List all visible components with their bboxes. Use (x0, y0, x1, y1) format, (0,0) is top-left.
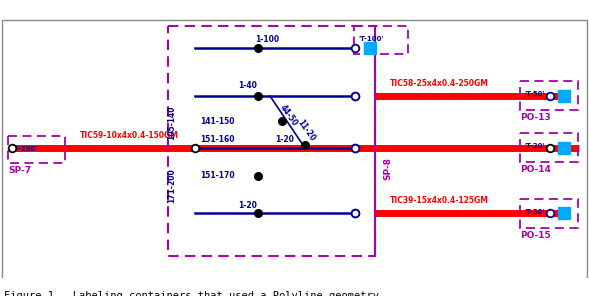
Bar (354, 26, 408, 54)
Text: 'T-200': 'T-200' (12, 146, 37, 152)
Text: 1-20: 1-20 (238, 200, 257, 210)
Text: 1-100: 1-100 (255, 36, 279, 44)
Bar (168, 26, 375, 256)
Text: 105-140: 105-140 (167, 106, 177, 140)
Text: TIC39-15x4x0.4-125GM: TIC39-15x4x0.4-125GM (390, 196, 489, 205)
Text: 151-160: 151-160 (200, 136, 234, 144)
Text: SP-7: SP-7 (8, 166, 31, 175)
Text: 141-150: 141-150 (200, 117, 234, 126)
Text: 'T-100': 'T-100' (358, 36, 383, 42)
Bar (520, 199, 578, 228)
Text: PO-14: PO-14 (520, 165, 551, 174)
Text: PO-15: PO-15 (520, 231, 551, 240)
Bar (8, 136, 65, 163)
Text: TIC58-25x4x0.4-250GM: TIC58-25x4x0.4-250GM (390, 79, 489, 88)
Text: SP-8: SP-8 (383, 157, 392, 179)
Text: 'T-50': 'T-50' (524, 91, 544, 97)
Bar (520, 81, 578, 110)
Text: Figure 1 - Labeling containers that used a Polyline geometry: Figure 1 - Labeling containers that used… (4, 291, 379, 296)
Text: 44-50: 44-50 (278, 103, 299, 127)
Text: 11-20: 11-20 (296, 118, 317, 142)
Text: 1-20: 1-20 (275, 136, 294, 144)
Text: 171-200: 171-200 (167, 169, 177, 203)
Text: 151-170: 151-170 (200, 171, 234, 181)
Bar (520, 133, 578, 162)
Text: TIC59-10x4x0.4-150GM: TIC59-10x4x0.4-150GM (80, 131, 179, 140)
Text: 'T-30': 'T-30' (524, 209, 545, 215)
Text: 1-40: 1-40 (238, 81, 257, 91)
Text: PO-13: PO-13 (520, 113, 551, 122)
Text: 'T-20': 'T-20' (524, 143, 544, 149)
